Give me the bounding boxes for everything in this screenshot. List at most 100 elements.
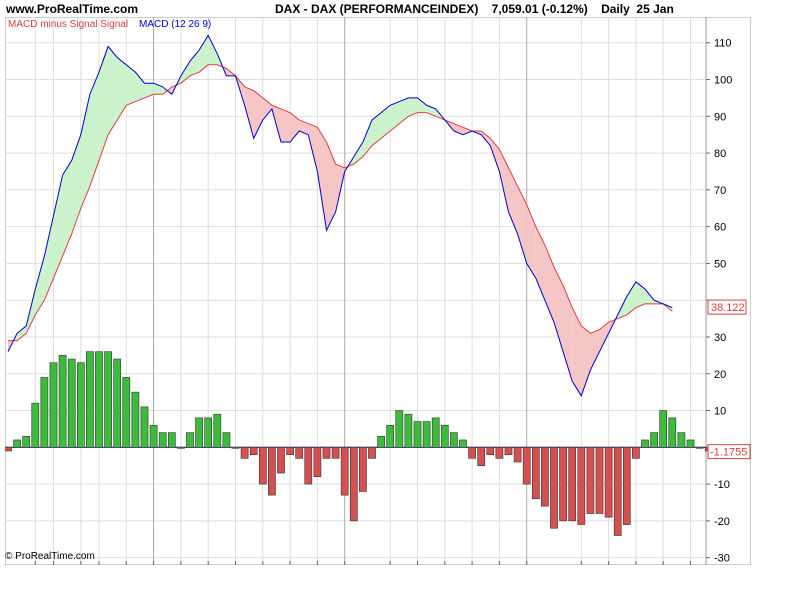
- fill-segment: [62, 160, 72, 257]
- histogram-bar: [349, 447, 358, 522]
- y-tick-label: -10: [714, 479, 730, 491]
- histogram-bar: [304, 447, 313, 485]
- macd-line: [7, 34, 673, 397]
- histogram-bar: [131, 391, 140, 448]
- histogram-bar: [76, 362, 85, 448]
- histogram-bar: [395, 410, 404, 448]
- fill-segment: [80, 94, 90, 209]
- y-tick-label: 90: [714, 111, 726, 123]
- fill-segment: [635, 281, 645, 308]
- fill-segment: [71, 134, 81, 234]
- histogram-bar: [268, 447, 276, 496]
- histogram-bar: [258, 447, 267, 485]
- fill-segment: [108, 46, 118, 135]
- histogram-bar: [486, 447, 495, 455]
- fill-segment: [526, 204, 536, 279]
- fill-segment: [44, 215, 54, 301]
- histogram-bar: [659, 410, 668, 448]
- histogram-bar: [459, 439, 467, 448]
- histogram-bar: [531, 447, 540, 500]
- fill-segment: [626, 281, 636, 315]
- fill-segment: [554, 267, 564, 352]
- histogram-bar: [177, 447, 185, 449]
- histogram-bar: [513, 447, 522, 463]
- fill-segment: [180, 61, 190, 84]
- fill-segment: [167, 86, 172, 95]
- y-tick-label: 50: [714, 258, 726, 270]
- fill-segment: [390, 101, 400, 132]
- y-tick-label: 30: [714, 332, 726, 344]
- histogram-bar: [686, 439, 695, 448]
- histogram-bar: [4, 447, 12, 452]
- histogram-bar: [695, 447, 704, 449]
- histogram-bar: [386, 424, 395, 448]
- fill-segment: [535, 226, 545, 301]
- fill-segment: [262, 97, 272, 120]
- fill-segment: [399, 97, 409, 124]
- histogram-bar: [431, 417, 440, 448]
- histogram-bar: [404, 413, 413, 448]
- fill-segment: [244, 86, 254, 139]
- histogram-bar: [650, 432, 658, 448]
- histogram-bar: [422, 421, 431, 448]
- y-tick-label: 10: [714, 406, 726, 418]
- legend-macd-label: MACD (12 26 9): [139, 19, 211, 30]
- histogram-bar: [586, 447, 595, 514]
- fill-segment: [308, 123, 318, 172]
- fill-segment: [372, 112, 382, 146]
- fill-segment: [481, 131, 491, 146]
- histogram-bar: [167, 432, 176, 448]
- histogram-bar: [313, 447, 322, 478]
- macd-chart-svg: -30 -20 -10 10 20 30 50 60 70 80 90 100 110 38.122 -1.…: [4, 16, 752, 582]
- fill-segment: [590, 329, 600, 371]
- chart-header: www.ProRealTime.com DAX - DAX (PERFORMAN…: [0, 0, 800, 18]
- histogram-bar: [495, 447, 504, 459]
- fill-segment: [572, 307, 582, 396]
- histogram-bars: [4, 351, 714, 536]
- histogram-bar: [49, 362, 58, 448]
- y-tick-label: 110: [714, 38, 732, 50]
- histogram-bar: [668, 417, 677, 448]
- macd-chart[interactable]: -30 -20 -10 10 20 30 50 60 70 80 90 100 110 38.122 -1.…: [4, 16, 752, 582]
- fill-segment: [563, 285, 573, 382]
- fill-segment: [317, 127, 327, 231]
- fill-segment: [99, 46, 109, 161]
- histogram-bar: [222, 432, 231, 448]
- fill-segment: [135, 72, 145, 102]
- histogram-bar: [286, 447, 294, 455]
- histogram-bar: [31, 402, 40, 448]
- histogram-bar: [413, 421, 422, 448]
- histogram-bar: [595, 447, 604, 514]
- fill-segment: [499, 149, 509, 212]
- histogram-bar: [577, 447, 586, 525]
- histogram-bar: [213, 413, 222, 448]
- fill-segment: [190, 50, 200, 76]
- fill-segment: [162, 86, 168, 95]
- y-tick-label: 80: [714, 148, 726, 160]
- histogram-bar: [204, 417, 213, 448]
- fill-segment: [417, 97, 427, 113]
- histogram-bar: [559, 447, 567, 522]
- fill-segment: [426, 105, 436, 117]
- histogram-bar: [440, 424, 449, 448]
- indicator-lines: [7, 34, 673, 397]
- y-tick-label: 100: [714, 75, 732, 87]
- fill-segment: [463, 127, 473, 135]
- histogram-bar: [122, 377, 131, 448]
- histogram-bar: [331, 447, 340, 459]
- histogram-bar: [95, 351, 103, 448]
- histogram-value-tag: [707, 444, 751, 460]
- histogram-bar: [104, 351, 112, 448]
- histogram-bar: [550, 447, 558, 529]
- histogram-bar: [377, 435, 385, 448]
- site-name[interactable]: www.ProRealTime.com: [6, 2, 139, 16]
- legend-signal-label: MACD minus Signal Signal: [8, 19, 128, 30]
- histogram-bar: [195, 417, 203, 448]
- histogram-bar: [295, 447, 304, 459]
- histogram-bar: [13, 439, 21, 448]
- signal-line: [8, 64, 673, 342]
- fill-segment: [299, 119, 309, 135]
- fill-segment: [199, 35, 209, 73]
- y-tick-label: 60: [714, 222, 726, 234]
- fill-segment: [126, 64, 136, 106]
